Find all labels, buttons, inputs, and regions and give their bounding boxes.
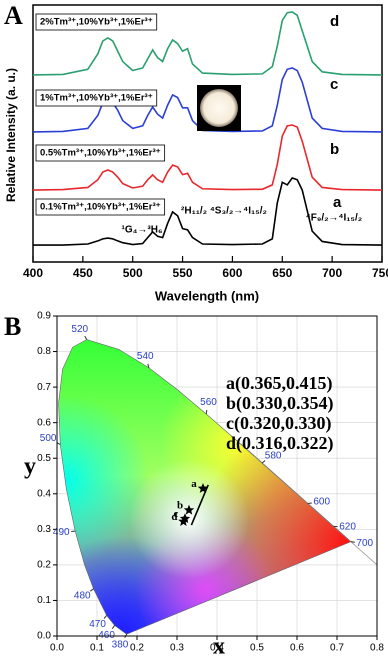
spectral-locus [58, 339, 352, 635]
wavelength-label: 460 [98, 630, 115, 641]
coordinate-label: c(0.320,0.330) [226, 413, 331, 434]
locus-tick [84, 335, 88, 340]
curve-label: b [330, 141, 339, 158]
star-point [178, 516, 189, 526]
x-axis-label: Wavelength (nm) [155, 288, 259, 303]
x-tick-label: 550 [173, 266, 193, 280]
x-tick-label: 0.3 [170, 643, 184, 654]
coordinate-label: a(0.365,0.415) [226, 373, 333, 394]
x-tick-label: 0.4 [210, 643, 224, 654]
point-label: c [174, 508, 179, 520]
x-tick-label: 0.0 [50, 643, 64, 654]
star-point [183, 504, 195, 515]
y-axis-label: Relative Intensity (a. u.) [4, 68, 18, 202]
curve-label: a [333, 194, 342, 211]
star-point [197, 482, 209, 493]
curve-label: c [330, 76, 338, 93]
x-tick-label: 0.5 [250, 643, 264, 654]
y-tick-label: 0.0 [37, 631, 51, 642]
locus-tick [90, 588, 94, 592]
locus-tick [147, 363, 150, 368]
wavelength-label: 560 [200, 397, 217, 408]
y-tick-label: 0.8 [37, 346, 51, 357]
spectrum-line [32, 124, 383, 191]
wavelength-label: 620 [339, 522, 356, 533]
locus-tick [261, 460, 266, 464]
legend-label: 0.1%Tm³⁺,10%Yb³⁺,1%Er³⁺ [40, 202, 161, 213]
x-tick-label: 0.2 [130, 643, 144, 654]
y-tick-label: 0.7 [37, 382, 51, 393]
wavelength-label: 480 [74, 591, 91, 602]
x-tick-label: 0.7 [330, 643, 344, 654]
legend-box [35, 13, 158, 31]
y-tick-label: 0.3 [37, 524, 51, 535]
point-label: d [171, 511, 177, 523]
wavelength-label: 600 [313, 497, 330, 508]
y-tick-label: 0.9 [37, 311, 51, 322]
point-label: b [177, 500, 183, 512]
spectrum-line [33, 177, 383, 246]
locus-tick [350, 541, 355, 543]
point-label: a [191, 478, 197, 490]
inset-photo [197, 85, 241, 131]
coordinate-label: b(0.330,0.354) [226, 393, 334, 414]
wavelength-label: 700 [356, 538, 373, 549]
y-tick-label: 0.5 [37, 453, 51, 464]
coordinate-label: d(0.316,0.322) [226, 433, 334, 454]
curve-label: d [330, 13, 339, 30]
transition-label: ¹G₄→³H₆ [122, 225, 163, 236]
x-tick-label: 700 [322, 266, 342, 280]
legend-box [35, 198, 166, 216]
plot-frame [32, 4, 383, 263]
wavelength-label: 540 [137, 351, 154, 362]
locus-tick [205, 409, 208, 415]
wavelength-label: 580 [265, 450, 282, 461]
legend-box [35, 89, 158, 107]
legend-label: 2%Tm³⁺,10%Yb³⁺,1%Er³⁺ [40, 17, 153, 28]
y-axis-label: y [24, 454, 36, 480]
plot-frame [56, 315, 378, 637]
panel-label: B [4, 312, 21, 341]
star-point [179, 513, 191, 524]
y-tick-label: 0.2 [37, 560, 51, 571]
wavelength-label: 380 [112, 639, 129, 650]
x-tick-label: 0.1 [90, 643, 104, 654]
legend-box [35, 144, 166, 162]
x-tick-label: 650 [272, 266, 292, 280]
locus-tick [111, 625, 116, 630]
x-tick-label: 0.6 [290, 643, 304, 654]
y-tick-label: 0.6 [37, 417, 51, 428]
x-tick-label: 0.8 [370, 643, 384, 654]
wavelength-label: 490 [53, 527, 70, 538]
spectrum-line [32, 11, 383, 76]
legend-label: 0.5%Tm³⁺,10%Yb³⁺,1%Er³⁺ [40, 148, 161, 159]
transition-label: ⁴F₉/₂→⁴I₁₅/₂ [306, 213, 362, 224]
x-tick-label: 400 [23, 266, 43, 280]
y-tick-label: 0.1 [37, 595, 51, 606]
x-tick-label: 450 [73, 266, 93, 280]
legend-label: 1%Tm³⁺,10%Yb³⁺,1%Er³⁺ [40, 93, 153, 104]
x-tick-label: 500 [123, 266, 143, 280]
wavelength-label: 520 [71, 324, 88, 335]
transition-label: ²H₁₁/₂ ⁴S₃/₂→⁴I₁₅/₂ [181, 206, 267, 217]
panel-label: A [4, 1, 23, 30]
x-tick-label: 750 [372, 266, 388, 280]
locus-tick [307, 502, 312, 505]
locus-tick [103, 615, 108, 619]
x-axis-label: x [213, 634, 225, 658]
wavelength-label: 470 [89, 619, 106, 630]
y-tick-label: 0.4 [37, 488, 51, 499]
x-tick-label: 600 [222, 266, 242, 280]
wavelength-label: 500 [40, 433, 57, 444]
